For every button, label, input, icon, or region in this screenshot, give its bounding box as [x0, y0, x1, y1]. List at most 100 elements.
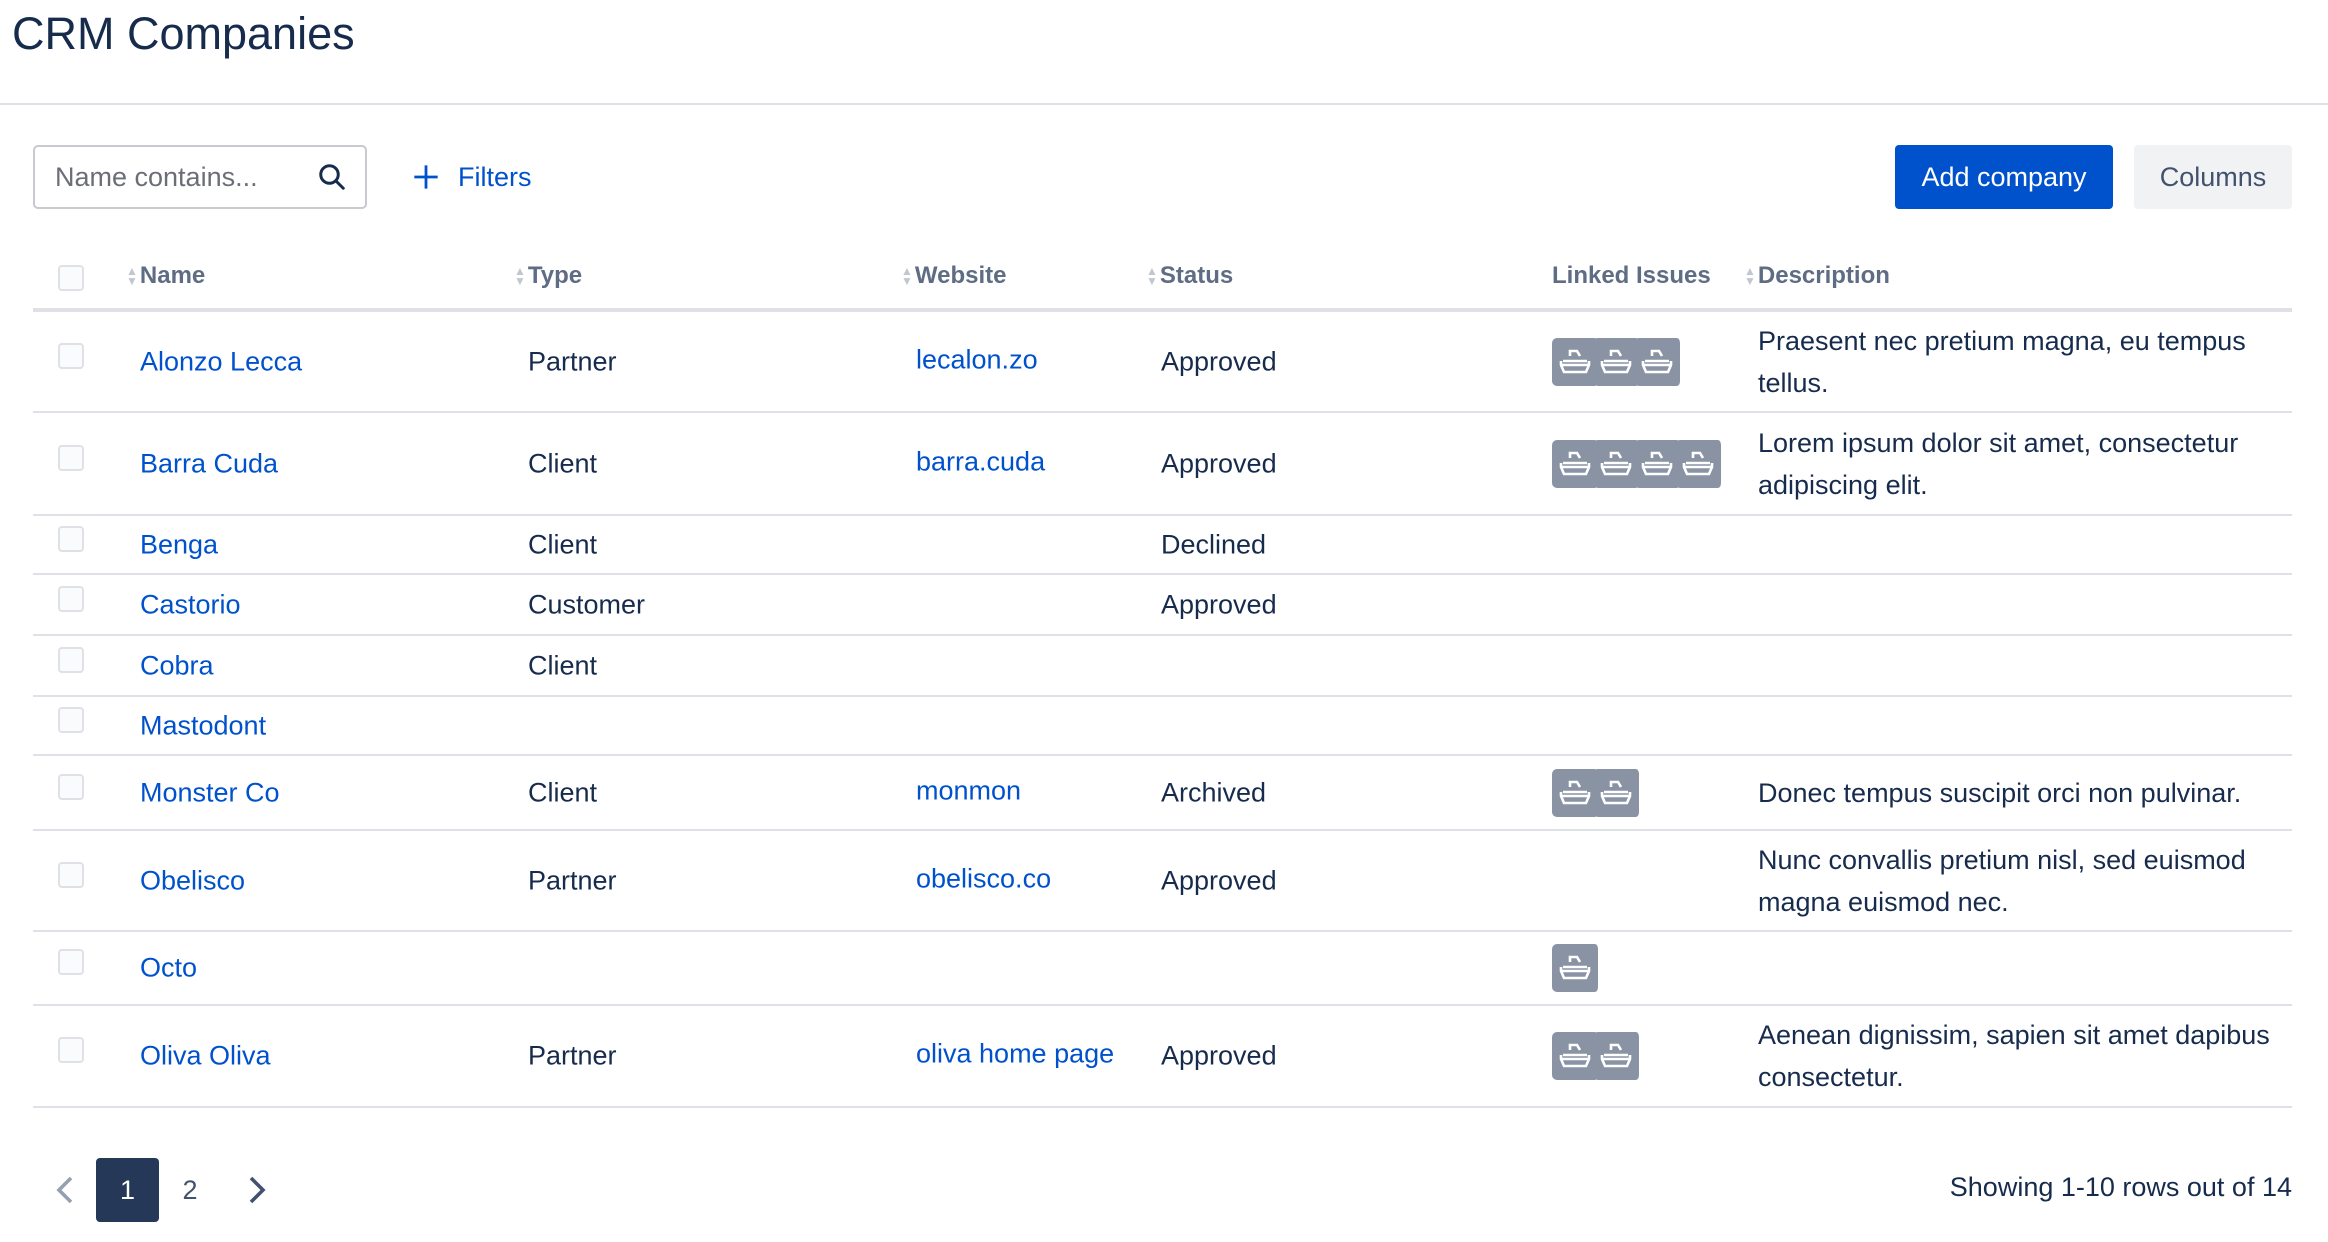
row-checkbox[interactable]	[58, 949, 84, 975]
sort-icon: ▲ ▼	[1744, 264, 1756, 288]
plus-icon	[414, 165, 438, 189]
search-input[interactable]	[55, 161, 317, 193]
page-button-2[interactable]: 2	[182, 1174, 198, 1205]
table-row: Castorio Customer Approved	[33, 575, 2292, 636]
linked-issues	[1552, 768, 1641, 817]
linked-issues	[1552, 439, 1723, 488]
table-row: Benga Client Declined	[33, 516, 2292, 575]
column-header-linked-issues: Linked Issues	[1552, 262, 1711, 290]
company-status: Approved	[1161, 1040, 1277, 1071]
ship-icon[interactable]	[1593, 337, 1641, 386]
table-body: Alonzo Lecca Partner lecalon.zo Approved…	[33, 312, 2292, 1108]
sort-icon: ▲ ▼	[901, 264, 913, 288]
search-field[interactable]	[33, 145, 367, 209]
table-row: Alonzo Lecca Partner lecalon.zo Approved…	[33, 312, 2292, 413]
row-checkbox[interactable]	[58, 585, 84, 612]
company-name-link[interactable]: Cobra	[140, 650, 214, 680]
columns-button[interactable]: Columns	[2134, 145, 2292, 209]
next-page-button[interactable]	[242, 1158, 272, 1222]
company-status: Approved	[1161, 448, 1277, 478]
website-link[interactable]: obelisco.co	[916, 863, 1052, 893]
page-button-1[interactable]: 1	[96, 1158, 159, 1222]
company-type: Client	[528, 529, 598, 559]
company-name-link[interactable]: Castorio	[140, 589, 241, 619]
prev-page-button[interactable]	[50, 1158, 80, 1222]
table-row: Cobra Client	[33, 636, 2292, 697]
table-row: Mastodont	[33, 697, 2292, 756]
column-header-status[interactable]: ▲ ▼ Status	[1146, 262, 1233, 290]
row-checkbox[interactable]	[58, 525, 84, 552]
row-checkbox[interactable]	[58, 1037, 84, 1063]
company-name-link[interactable]: Monster Co	[140, 777, 280, 807]
column-header-description[interactable]: ▲ ▼ Description	[1744, 262, 1890, 290]
company-type: Client	[528, 448, 598, 478]
table-row: Octo	[33, 932, 2292, 1006]
company-status: Archived	[1161, 777, 1267, 807]
website-link[interactable]: monmon	[916, 775, 1022, 805]
company-type: Client	[528, 777, 598, 807]
company-name-link[interactable]: Obelisco	[140, 865, 246, 895]
company-description: Nunc convallis pretium nisl, sed euismod…	[1758, 844, 2246, 917]
ship-icon[interactable]	[1675, 439, 1723, 488]
header-divider	[0, 103, 2328, 105]
company-status: Approved	[1161, 865, 1277, 895]
company-status: Approved	[1161, 589, 1277, 619]
select-all-checkbox[interactable]	[58, 265, 84, 291]
column-header-name[interactable]: ▲ ▼ Name	[126, 262, 205, 290]
linked-issues	[1552, 337, 1682, 386]
header-label: Type	[527, 262, 583, 289]
ship-icon[interactable]	[1593, 768, 1641, 817]
ship-icon[interactable]	[1593, 439, 1641, 488]
company-status: Declined	[1161, 529, 1267, 559]
website-link[interactable]: lecalon.zo	[916, 344, 1038, 374]
header-label: Website	[914, 262, 1007, 289]
company-description: Praesent nec pretium magna, eu tempus te…	[1758, 325, 2246, 398]
header-label: Status	[1159, 262, 1234, 289]
company-type: Partner	[528, 1040, 617, 1071]
page-title: CRM Companies	[12, 8, 355, 59]
ship-icon[interactable]	[1552, 944, 1600, 992]
linked-issues	[1552, 944, 1600, 992]
company-name-link[interactable]: Oliva Oliva	[140, 1040, 271, 1071]
company-name-link[interactable]: Benga	[140, 529, 219, 559]
ship-icon[interactable]	[1634, 337, 1682, 386]
company-name-link[interactable]: Alonzo Lecca	[140, 346, 303, 376]
company-type: Customer	[528, 589, 646, 619]
ship-icon[interactable]	[1593, 1032, 1641, 1080]
row-checkbox[interactable]	[58, 773, 84, 800]
filters-button[interactable]: Filters	[412, 155, 532, 199]
company-name-link[interactable]: Mastodont	[140, 710, 267, 740]
company-name-link[interactable]: Barra Cuda	[140, 448, 279, 478]
sort-icon: ▲ ▼	[514, 264, 526, 288]
website-link[interactable]: oliva home page	[916, 1038, 1115, 1069]
company-description: Aenean dignissim, sapien sit amet dapibu…	[1758, 1020, 2270, 1092]
chevron-left-icon	[56, 1176, 73, 1204]
table-row: Obelisco Partner obelisco.co Approved Nun…	[33, 831, 2292, 932]
search-icon[interactable]	[317, 162, 347, 192]
table-header: ▲ ▼ Name ▲ ▼ Type ▲ ▼ Website ▲ ▼ Status Linked …	[33, 245, 2292, 312]
chevron-right-icon	[249, 1176, 266, 1204]
add-company-button[interactable]: Add company	[1895, 145, 2113, 209]
table-row: Barra Cuda Client barra.cuda Approved Lor…	[33, 413, 2292, 516]
row-checkbox[interactable]	[58, 444, 84, 471]
header-label: Linked Issues	[1552, 262, 1711, 289]
company-type: Partner	[528, 865, 617, 895]
linked-issues	[1552, 1032, 1641, 1080]
pagination: 1 2	[0, 1158, 2328, 1222]
website-link[interactable]: barra.cuda	[916, 446, 1046, 476]
row-checkbox[interactable]	[58, 861, 84, 888]
sort-icon: ▲ ▼	[1146, 264, 1158, 288]
table-row: Oliva Oliva Partner oliva home page Appr…	[33, 1006, 2292, 1108]
column-header-website[interactable]: ▲ ▼ Website	[901, 262, 1006, 290]
row-checkbox[interactable]	[58, 646, 84, 673]
row-checkbox[interactable]	[58, 706, 84, 733]
company-name-link[interactable]: Octo	[140, 952, 198, 983]
row-checkbox[interactable]	[58, 342, 84, 369]
header-label: Name	[139, 262, 206, 289]
company-type: Client	[528, 650, 598, 680]
table-row: Monster Co Client monmon Archived Donec t…	[33, 756, 2292, 831]
company-status: Approved	[1161, 346, 1277, 376]
ship-icon[interactable]	[1552, 1032, 1600, 1080]
column-header-type[interactable]: ▲ ▼ Type	[514, 262, 582, 290]
sort-icon: ▲ ▼	[126, 264, 138, 288]
